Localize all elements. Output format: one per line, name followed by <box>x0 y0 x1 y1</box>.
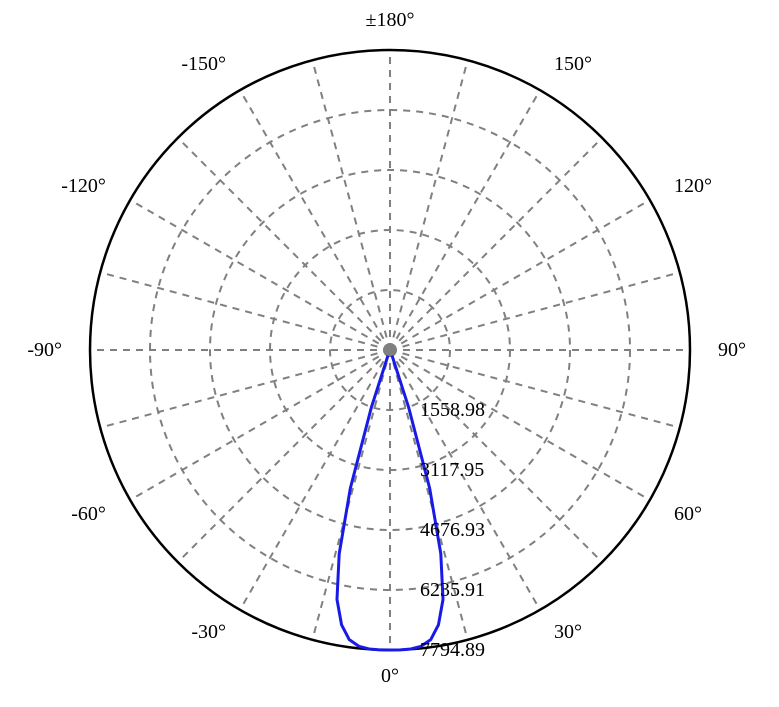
angle-label: 60° <box>674 503 702 525</box>
angle-label: 30° <box>554 621 582 643</box>
radial-tick-label: 6235.91 <box>420 579 485 601</box>
radial-tick-label: 7794.89 <box>420 639 485 661</box>
radial-tick-label: 1558.98 <box>420 399 485 421</box>
angle-label: ±180° <box>366 9 415 31</box>
angle-label: -60° <box>71 503 106 525</box>
polar-chart: 1558.98 3117.95 4676.93 6235.91 7794.89 0° 30°… <box>0 0 779 707</box>
radial-tick-label: 3117.95 <box>420 459 484 481</box>
angle-label: 90° <box>718 339 746 361</box>
angle-label: -150° <box>181 53 226 75</box>
angle-label: -90° <box>27 339 62 361</box>
angle-label: -120° <box>61 175 106 197</box>
angle-label: 120° <box>674 175 712 197</box>
center-cap <box>384 344 396 356</box>
radial-tick-label: 4676.93 <box>420 519 485 541</box>
angle-label: 150° <box>554 53 592 75</box>
angle-label: -30° <box>191 621 226 643</box>
angle-label: 0° <box>381 665 399 687</box>
